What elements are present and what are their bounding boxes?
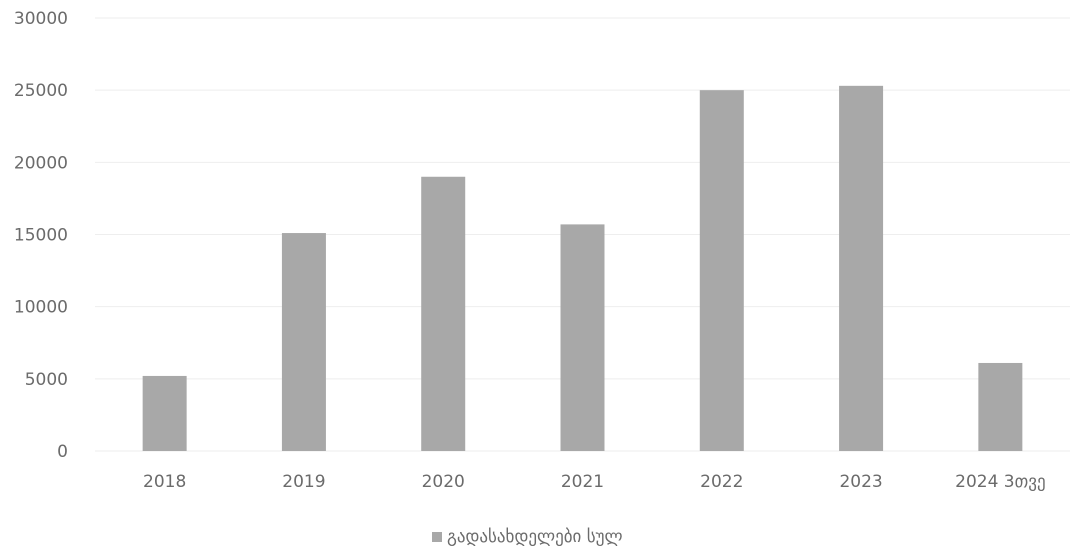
bar bbox=[839, 85, 884, 451]
y-tick-label: 5000 bbox=[25, 370, 68, 390]
bar bbox=[142, 375, 187, 451]
y-axis-tick-labels: 0 5000 10000 15000 20000 25000 30000 bbox=[14, 9, 68, 462]
bars bbox=[142, 85, 1023, 452]
y-tick-label: 10000 bbox=[14, 298, 68, 318]
y-tick-label: 30000 bbox=[14, 9, 68, 29]
x-tick-label: 2021 bbox=[561, 472, 604, 492]
x-tick-label: 2020 bbox=[422, 472, 465, 492]
x-tick-label: 2023 bbox=[839, 472, 882, 492]
x-tick-label: 2022 bbox=[700, 472, 743, 492]
legend: გადასახდელები სულ bbox=[432, 527, 623, 547]
legend-swatch bbox=[432, 532, 442, 542]
bar bbox=[281, 233, 326, 451]
y-tick-label: 20000 bbox=[14, 153, 68, 173]
y-tick-label: 15000 bbox=[14, 226, 68, 246]
x-tick-label: 2019 bbox=[282, 472, 325, 492]
y-tick-label: 25000 bbox=[14, 81, 68, 101]
bar bbox=[421, 176, 466, 451]
x-axis-tick-labels: 2018 2019 2020 2021 2022 2023 2024 3თვე bbox=[143, 472, 1046, 492]
x-tick-label: 2024 3თვე bbox=[955, 472, 1045, 492]
y-tick-label: 0 bbox=[57, 442, 68, 462]
bar bbox=[978, 362, 1023, 451]
legend-label: გადასახდელები სულ bbox=[447, 527, 623, 547]
bar bbox=[560, 224, 605, 451]
x-tick-label: 2018 bbox=[143, 472, 186, 492]
bar bbox=[699, 90, 744, 452]
